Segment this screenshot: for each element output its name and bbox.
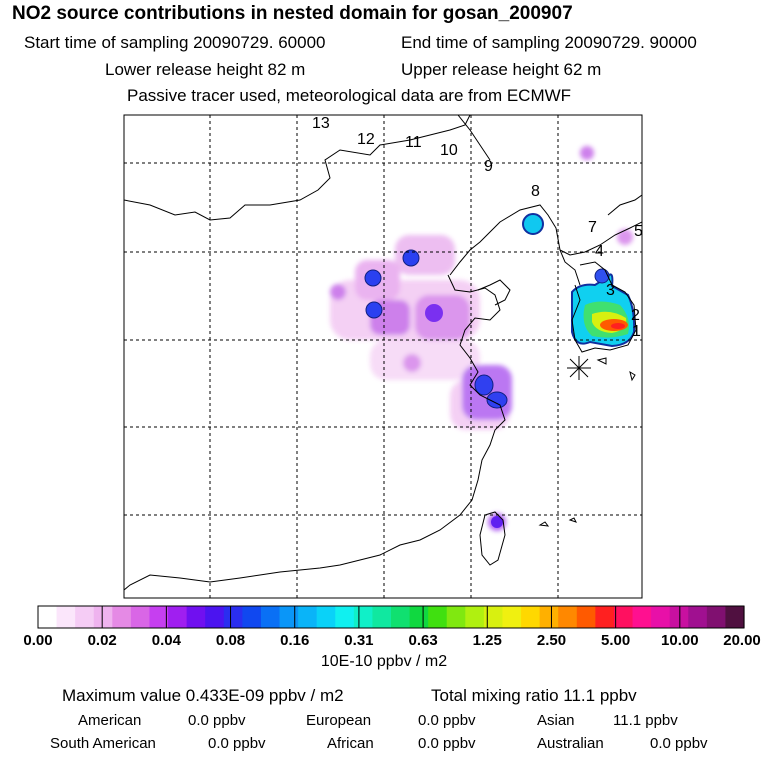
trajectory-label: 10 — [440, 142, 458, 159]
colorbar-tick-label: 0.02 — [87, 632, 117, 649]
colorbar-cell — [483, 606, 504, 628]
receptor-asterisk-icon — [567, 356, 591, 380]
colorbar-cell — [595, 606, 615, 628]
region-value: 0.0 ppbv — [188, 712, 246, 729]
colorbar-tick-label: 0.00 — [23, 632, 53, 649]
colorbar-cell — [428, 606, 448, 628]
trajectory-label: 5 — [634, 223, 643, 240]
trajectory-label: 1 — [632, 323, 641, 340]
region-name: African — [327, 735, 374, 752]
trajectory-label: 11 — [405, 134, 422, 151]
colorbar-cell — [75, 606, 95, 628]
trajectory-label: 8 — [531, 183, 540, 200]
colorbar-tick-label: 0.16 — [280, 632, 310, 649]
start-time: Start time of sampling 20090729. 60000 — [24, 33, 326, 52]
colorbar-cell — [335, 606, 355, 628]
trajectory-label: 3 — [606, 282, 615, 299]
colorbar-cell — [706, 606, 727, 628]
colorbar-cell — [149, 606, 169, 628]
colorbar-cell — [558, 606, 578, 628]
colorbar-cell — [409, 606, 429, 628]
colorbar-cell — [521, 606, 541, 628]
colorbar-cell — [669, 606, 689, 628]
colorbar-cell — [446, 606, 466, 628]
tracer-note: Passive tracer used, meteorological data… — [127, 86, 572, 105]
colorbar-tick-label: 0.63 — [408, 632, 438, 649]
colorbar-cell — [56, 606, 76, 628]
concentration-field — [330, 146, 636, 531]
colorbar-cell — [651, 606, 671, 628]
colorbar-tick-label: 5.00 — [601, 632, 631, 649]
coastlines — [124, 115, 642, 591]
upper-release-height: Upper release height 62 m — [401, 60, 602, 79]
colorbar-cell — [576, 606, 596, 628]
colorbar-cell — [112, 606, 132, 628]
colorbar-cell — [316, 606, 336, 628]
region-name: American — [78, 712, 142, 729]
trajectory-label: 13 — [312, 115, 330, 132]
trajectory-label: 12 — [357, 131, 375, 148]
lower-release-height: Lower release height 82 m — [105, 60, 306, 79]
colorbar-cell — [242, 606, 262, 628]
colorbar-cell — [688, 606, 708, 628]
colorbar-cell — [168, 606, 188, 628]
colorbar-cell — [93, 606, 113, 628]
colorbar-tick-label: 1.25 — [472, 632, 502, 649]
colorbar-cell — [186, 606, 206, 628]
trajectory-label: 7 — [588, 219, 597, 236]
trajectory-label: 9 — [484, 158, 493, 175]
colorbar-cell — [391, 606, 411, 628]
colorbar-tick-label: 20.00 — [723, 632, 761, 649]
figure-title: NO2 source contributions in nested domai… — [12, 3, 573, 24]
colorbar-cell — [632, 606, 652, 628]
colorbar-cell — [260, 606, 281, 628]
colorbar-cell — [279, 606, 299, 628]
colorbar-cell — [223, 606, 243, 628]
colorbar-cell — [613, 606, 634, 628]
colorbar-cell — [130, 606, 151, 628]
total-mixing-ratio: Total mixing ratio 11.1 ppbv — [431, 686, 637, 705]
colorbar-tick-label: 10.00 — [661, 632, 699, 649]
colorbar-cell — [502, 606, 522, 628]
colorbar-unit: 10E-10 ppbv / m2 — [320, 653, 448, 670]
max-value: Maximum value 0.433E-09 ppbv / m2 — [62, 686, 344, 705]
colorbar-cell — [298, 606, 318, 628]
colorbar-cell — [539, 606, 559, 628]
colorbar-tick-label: 0.04 — [151, 632, 181, 649]
region-value: 11.1 ppbv — [613, 712, 678, 729]
region-name: South American — [50, 735, 156, 752]
region-value: 0.0 ppbv — [208, 735, 266, 752]
colorbar-cell — [372, 606, 392, 628]
region-value: 0.0 ppbv — [650, 735, 708, 752]
colorbar-cell — [353, 606, 374, 628]
region-value: 0.0 ppbv — [418, 735, 476, 752]
colorbar-tick-label: 2.50 — [536, 632, 567, 649]
colorbar-cell — [38, 606, 58, 628]
trajectory-label: 2 — [631, 307, 640, 324]
region-name: European — [306, 712, 372, 729]
region-name: Asian — [537, 712, 575, 729]
graticule — [124, 115, 642, 598]
colorbar-cell — [465, 606, 485, 628]
colorbar-cell — [205, 606, 225, 628]
colorbar-tick-label: 0.08 — [215, 632, 246, 649]
colorbar-tick-label: 0.31 — [344, 632, 374, 649]
map-frame — [123, 114, 643, 599]
trajectory-label: 4 — [595, 243, 604, 260]
region-value: 0.0 ppbv — [418, 712, 476, 729]
region-name: Australian — [537, 735, 604, 752]
colorbar-cell — [725, 606, 745, 628]
end-time: End time of sampling 20090729. 90000 — [401, 33, 697, 52]
